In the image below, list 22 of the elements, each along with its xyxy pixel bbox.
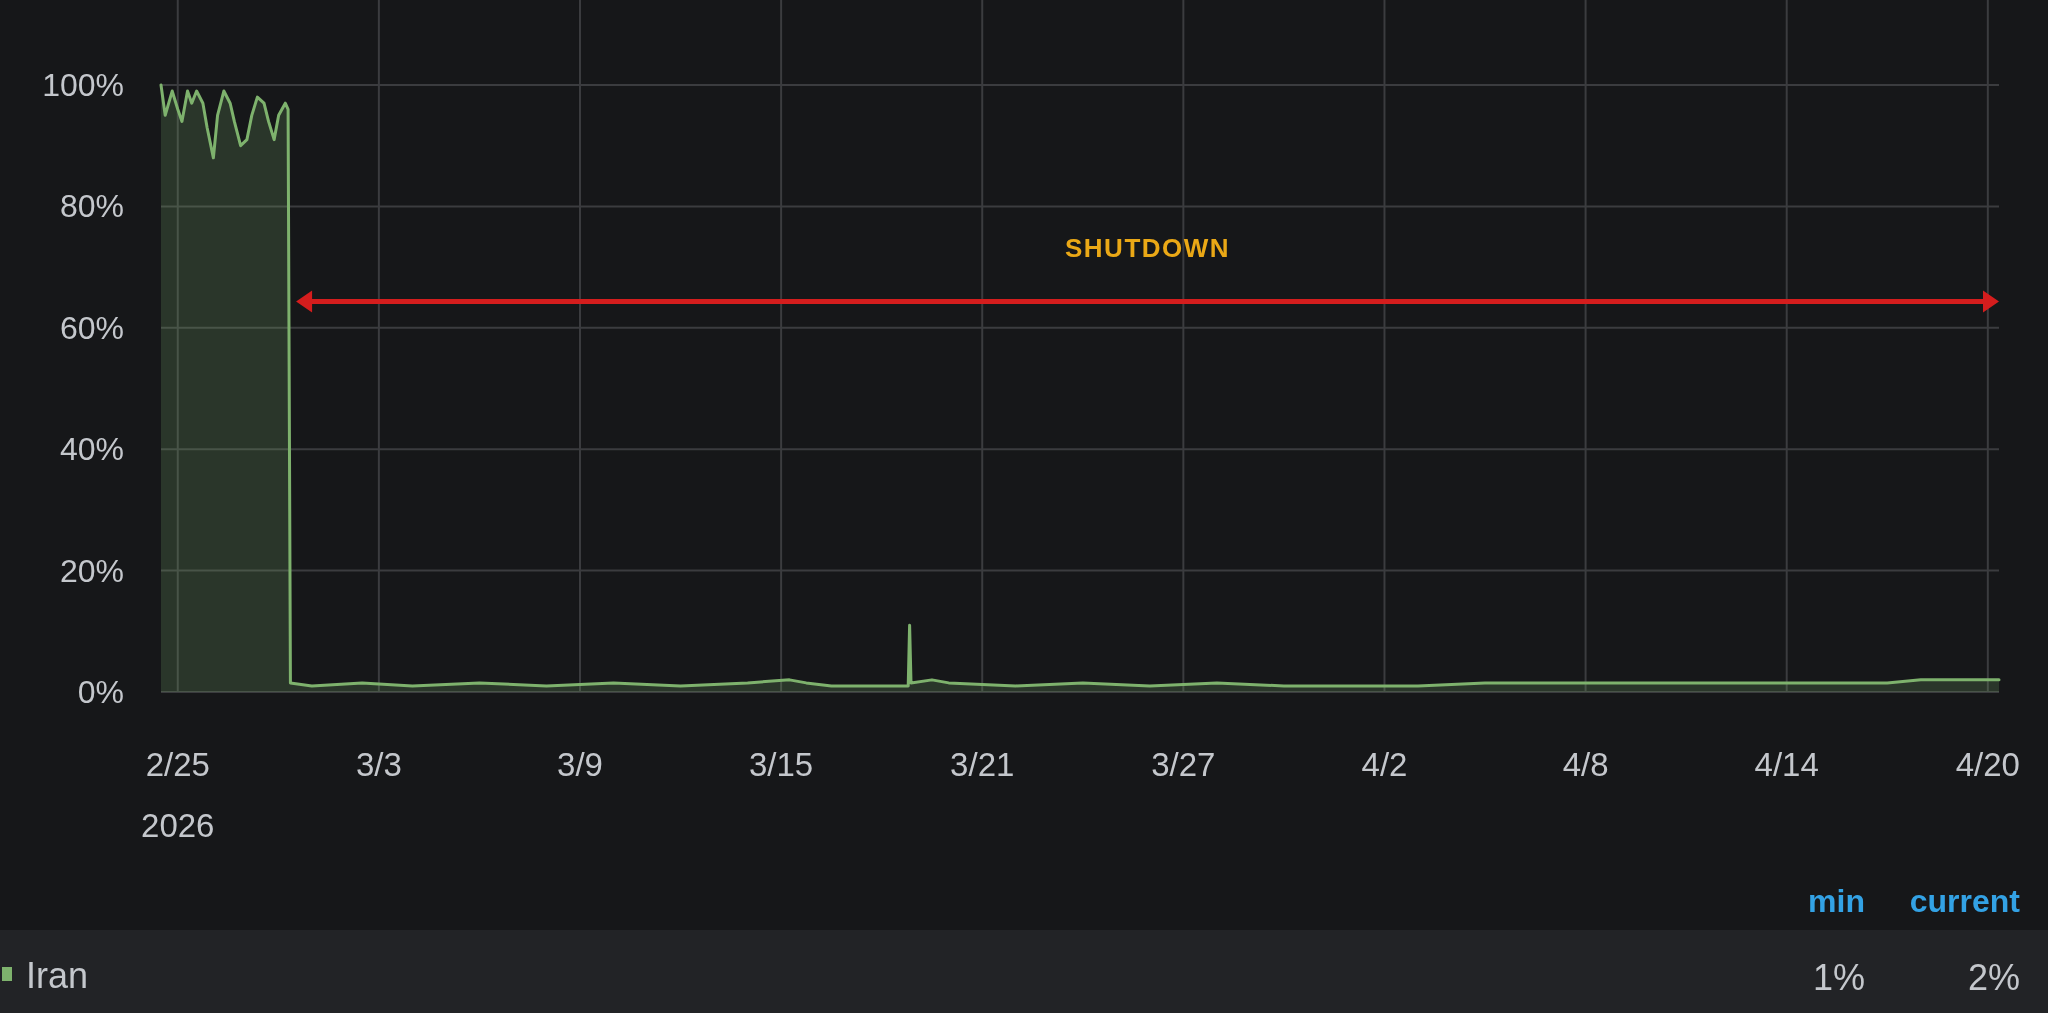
x-tick-label: 4/14 xyxy=(1754,745,1819,783)
x-tick-label: 4/20 xyxy=(1955,745,2020,783)
x-tick-label: 2/25 2026 xyxy=(141,745,215,844)
text: 1% xyxy=(1812,956,1865,998)
x-tick-label: 3/3 xyxy=(355,745,402,783)
x-tick-label: 3/9 xyxy=(557,745,603,783)
y-tick-label: 80% xyxy=(59,188,124,225)
annotation: SHUTDOWN xyxy=(1065,232,1231,263)
x-tick-label: 3/15 xyxy=(749,745,814,783)
text: 2% xyxy=(1967,956,2020,998)
y-tick-label: 20% xyxy=(59,552,124,589)
x-tick-label: 4/8 xyxy=(1562,745,1609,783)
x-tick-label: 3/21 xyxy=(950,745,1015,783)
legend-label: Iran xyxy=(26,954,89,996)
x-tick-label: 3/27 xyxy=(1151,745,1216,783)
y-tick-label: 60% xyxy=(59,309,124,346)
y-tick-label: 40% xyxy=(59,431,124,468)
text: min xyxy=(1808,883,1865,919)
x-tick-label: 4/2 xyxy=(1361,745,1408,783)
text: current xyxy=(1909,883,2021,919)
y-tick-label: 100% xyxy=(42,66,124,103)
y-tick-label: 0% xyxy=(77,674,124,710)
